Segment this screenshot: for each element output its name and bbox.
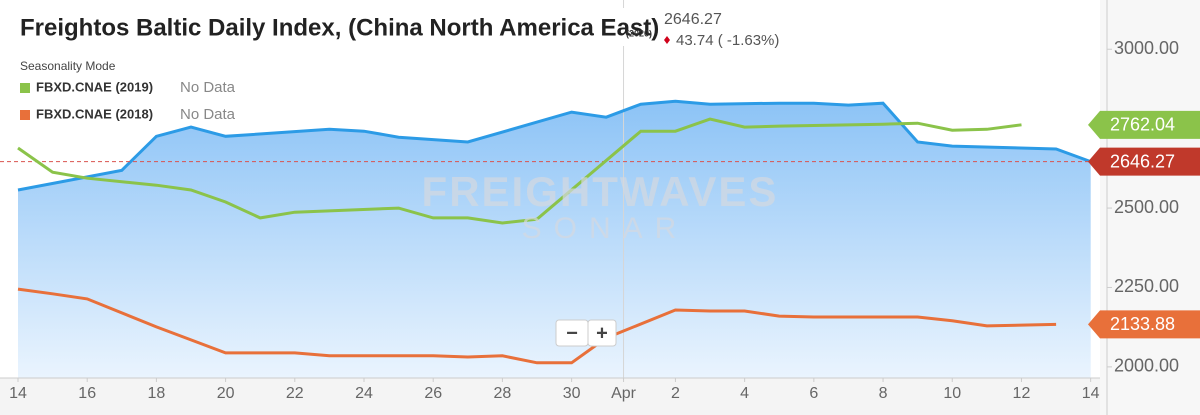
line <box>17 287 1057 365</box>
value-tag <box>1088 147 1200 176</box>
legend-swatch <box>20 83 30 93</box>
line <box>17 117 1022 225</box>
x-tick-label: 4 <box>740 385 749 402</box>
y-tick-label: 3000.00 <box>1114 38 1179 58</box>
x-tick-label: 16 <box>78 385 96 402</box>
x-tick-label: 28 <box>494 385 512 402</box>
zoom-in-label[interactable]: + <box>596 322 608 344</box>
legend-label: FBXD.CNAE (2019) <box>36 79 153 94</box>
x-tick-label: 8 <box>879 385 888 402</box>
header-change: 43.74 ( -1.63%) <box>676 32 779 49</box>
down-arrow <box>664 36 670 44</box>
legend-label: FBXD.CNAE (2018) <box>36 106 153 121</box>
zoom-out-label[interactable]: − <box>566 322 578 344</box>
plot-area <box>0 0 1100 378</box>
legend-swatch <box>20 110 30 120</box>
header-value: 2646.27 <box>664 11 722 28</box>
x-tick-label: 14 <box>1082 385 1100 402</box>
value-tag-label: 2646.27 <box>1110 151 1175 171</box>
value-tag <box>1088 310 1200 339</box>
x-tick-label: Apr <box>611 385 637 402</box>
x-tick-label: 6 <box>809 385 818 402</box>
legend-note: No Data <box>180 79 236 96</box>
area <box>18 101 1091 378</box>
y-axis-band <box>1100 0 1200 415</box>
y-tick-label: 2250.00 <box>1114 276 1179 296</box>
x-tick-label: 26 <box>424 385 442 402</box>
x-tick-label: 18 <box>148 385 166 402</box>
x-tick-label: 14 <box>9 385 27 402</box>
value-tag-label: 2762.04 <box>1110 115 1175 135</box>
value-tag-label: 2133.88 <box>1110 314 1175 334</box>
legend-title: Seasonality Mode <box>20 59 116 73</box>
zoom-in-button[interactable] <box>587 319 617 347</box>
x-tick-label: 24 <box>355 385 373 402</box>
x-tick-label: 2 <box>671 385 680 402</box>
x-tick-label: 10 <box>943 385 961 402</box>
zoom-controls: − + <box>555 319 617 347</box>
y-tick-label: 2500.00 <box>1114 197 1179 217</box>
legend-note: No Data <box>180 106 236 123</box>
legend: FBXD.CNAE (2019) No Data FBXD.CNAE (2018) N… <box>20 79 236 123</box>
x-tick-label: 12 <box>1013 385 1031 402</box>
x-axis-band <box>0 378 1100 415</box>
chart-title: Freightos Baltic Daily Index, (China Nor… <box>20 14 659 41</box>
watermark: FREIGHTWAVES <box>422 168 779 215</box>
x-tick-label: 22 <box>286 385 304 402</box>
watermark-sub: SONAR <box>522 212 689 245</box>
title-tag: (2020) <box>626 28 652 38</box>
y-tick-label: 2000.00 <box>1114 356 1179 376</box>
x-tick-label: 30 <box>563 385 581 402</box>
value-tag <box>1088 110 1200 139</box>
x-tick-label: 20 <box>217 385 235 402</box>
